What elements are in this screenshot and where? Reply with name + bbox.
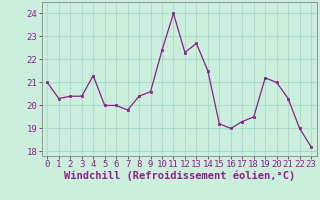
X-axis label: Windchill (Refroidissement éolien,°C): Windchill (Refroidissement éolien,°C) [64, 171, 295, 181]
